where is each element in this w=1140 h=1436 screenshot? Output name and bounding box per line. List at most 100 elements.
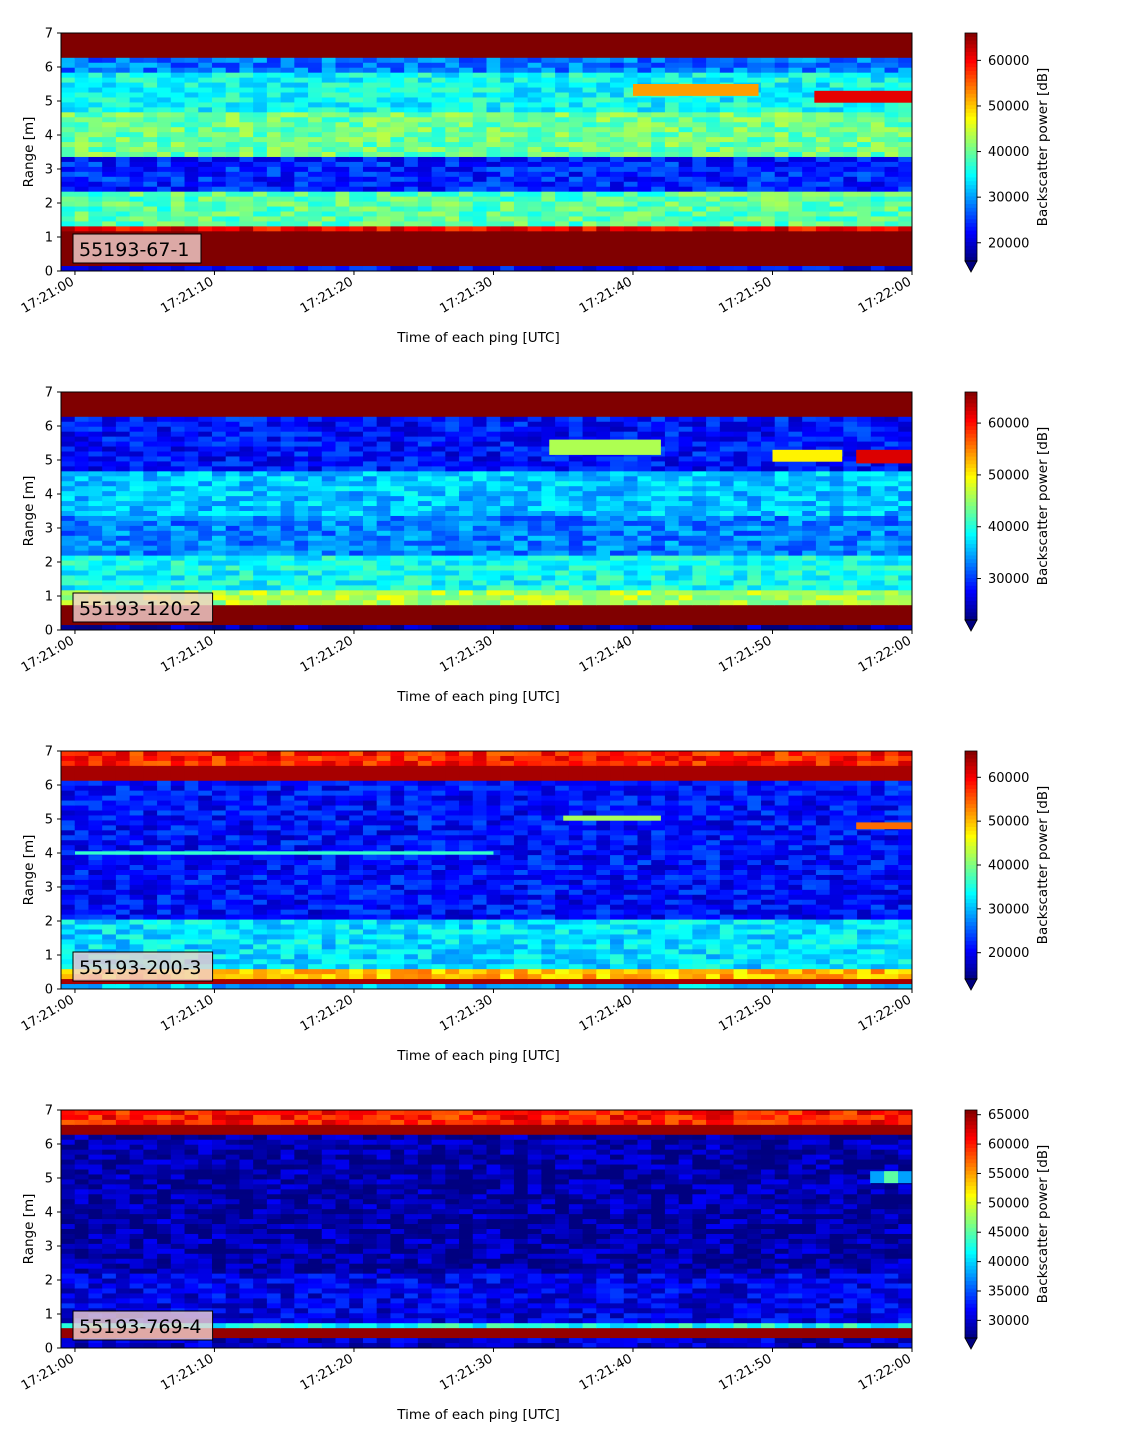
colorbar-tick-label: 20000	[988, 946, 1029, 961]
y-tick-label: 6	[45, 1138, 53, 1153]
y-tick-label: 4	[45, 847, 53, 862]
target-feature-2	[563, 815, 661, 821]
x-tick-label: 17:21:20	[298, 274, 356, 316]
panel-3: 0 1 2 3 4 5 6 7 17:21:00 17:21:10 17:21:20 17:21:30…	[19, 745, 1051, 1065]
x-tick-label: 17:21:50	[716, 992, 774, 1034]
colorbar-tick-label: 60000	[988, 54, 1029, 69]
y-tick-label: 3	[45, 163, 53, 178]
colorbar-label: Backscatter power [dB]	[1035, 427, 1051, 586]
colorbar-tick-label: 50000	[988, 99, 1029, 114]
x-tick-label: 17:21:20	[298, 992, 356, 1034]
colorbar-tick-label: 40000	[988, 145, 1029, 160]
y-tick-label: 7	[45, 1104, 53, 1119]
y-tick-label: 4	[45, 488, 53, 503]
y-tick-label: 0	[45, 983, 53, 998]
colorbar-tick-label: 30000	[988, 191, 1029, 206]
dataset-label: 55193-120-2	[79, 598, 202, 620]
y-tick-label: 7	[45, 386, 53, 401]
y-tick-label: 5	[45, 454, 53, 469]
target-feature-1	[74, 851, 494, 855]
dataset-label: 55193-769-4	[79, 1316, 202, 1338]
colorbar-tick-label: 45000	[988, 1226, 1029, 1241]
colorbar-tick-label: 60000	[988, 771, 1029, 786]
x-tick-label: 17:21:40	[577, 633, 635, 675]
target-feature-3	[856, 449, 912, 464]
y-tick-label: 3	[45, 1240, 53, 1255]
heatmap-cells	[61, 751, 912, 989]
x-tick-label: 17:21:00	[19, 633, 77, 675]
target-feature-1	[549, 439, 661, 455]
y-tick-label: 5	[45, 1172, 53, 1187]
x-tick-label: 17:21:40	[577, 1351, 635, 1393]
x-tick-label: 17:21:00	[19, 1351, 77, 1393]
y-tick-label: 0	[45, 624, 53, 639]
dataset-label-box	[72, 951, 214, 982]
x-tick-label: 17:22:00	[856, 1351, 914, 1393]
x-tick-label: 17:21:10	[158, 1351, 216, 1393]
heatmap-cells	[61, 392, 912, 630]
y-tick-label: 3	[45, 522, 53, 537]
plot-frame	[60, 32, 913, 272]
x-tick-label: 17:21:30	[437, 1351, 495, 1393]
colorbar-label: Backscatter power [dB]	[1035, 68, 1051, 227]
colorbar-label: Backscatter power [dB]	[1035, 786, 1051, 945]
dataset-label: 55193-67-1	[79, 239, 189, 261]
colorbar-tick-label: 20000	[988, 236, 1029, 251]
colorbar-tick-label: 65000	[988, 1108, 1029, 1123]
target-feature-2	[772, 449, 843, 462]
colorbar-frame	[964, 32, 978, 262]
colorbar-tick-label: 40000	[988, 1255, 1029, 1270]
y-tick-label: 6	[45, 420, 53, 435]
colorbar-tick-label: 30000	[988, 902, 1029, 917]
x-tick-label: 17:21:20	[298, 1351, 356, 1393]
y-axis-label: Range [m]	[21, 117, 37, 188]
colorbar-tick-label: 60000	[988, 1138, 1029, 1153]
heatmap-cells	[61, 33, 912, 271]
y-tick-label: 2	[45, 1274, 53, 1289]
x-tick-label: 17:21:10	[158, 992, 216, 1034]
x-axis-label: Time of each ping [UTC]	[396, 1048, 560, 1064]
colorbar-extend-arrow	[964, 619, 978, 632]
colorbar-tick-label: 40000	[988, 859, 1029, 874]
x-tick-label: 17:21:30	[437, 633, 495, 675]
colorbar-extend-arrow	[964, 260, 978, 273]
x-tick-label: 17:21:10	[158, 274, 216, 316]
colorbar: 20000 30000 40000 50000 60000 Backscatter pow…	[964, 32, 1051, 273]
colorbar: 30000 40000 50000 60000 Backscatter power [d…	[964, 391, 1051, 632]
y-tick-label: 0	[45, 265, 53, 280]
y-axis-label: Range [m]	[21, 476, 37, 547]
y-axis-label: Range [m]	[21, 1194, 37, 1265]
colorbar-extend-arrow	[964, 978, 978, 991]
colorbar-tick-label: 50000	[988, 815, 1029, 830]
dataset-label-box	[72, 1310, 214, 1341]
panel-1: 0 1 2 3 4 5 6 7 17:21:00 17:21:10 17:21:20 17:21:30…	[19, 27, 1051, 347]
x-tick-label: 17:21:30	[437, 992, 495, 1034]
heatmap-cells	[61, 1110, 912, 1348]
panel-4: 0 1 2 3 4 5 6 7 17:21:00 17:21:10 17:21:20 17:21:30…	[19, 1104, 1051, 1424]
plot-frame	[60, 1109, 913, 1349]
x-tick-label: 17:22:00	[856, 633, 914, 675]
colorbar-tick-label: 55000	[988, 1167, 1029, 1182]
y-tick-label: 1	[45, 231, 53, 246]
dataset-label-box	[72, 233, 202, 264]
y-tick-label: 2	[45, 197, 53, 212]
y-tick-label: 6	[45, 61, 53, 76]
x-tick-label: 17:21:20	[298, 633, 356, 675]
y-tick-label: 4	[45, 129, 53, 144]
y-tick-label: 1	[45, 949, 53, 964]
y-tick-label: 1	[45, 1308, 53, 1323]
y-tick-label: 5	[45, 813, 53, 828]
y-tick-label: 6	[45, 779, 53, 794]
x-tick-label: 17:22:00	[856, 274, 914, 316]
x-axis-label: Time of each ping [UTC]	[396, 1407, 560, 1423]
colorbar-extend-arrow	[964, 1337, 978, 1350]
x-axis-label: Time of each ping [UTC]	[396, 330, 560, 346]
colorbar-tick-label: 40000	[988, 520, 1029, 535]
y-tick-label: 1	[45, 590, 53, 605]
y-tick-label: 7	[45, 27, 53, 42]
target-feature-2	[814, 90, 912, 103]
x-tick-label: 17:21:30	[437, 274, 495, 316]
x-tick-label: 17:21:00	[19, 274, 77, 316]
y-tick-label: 5	[45, 95, 53, 110]
